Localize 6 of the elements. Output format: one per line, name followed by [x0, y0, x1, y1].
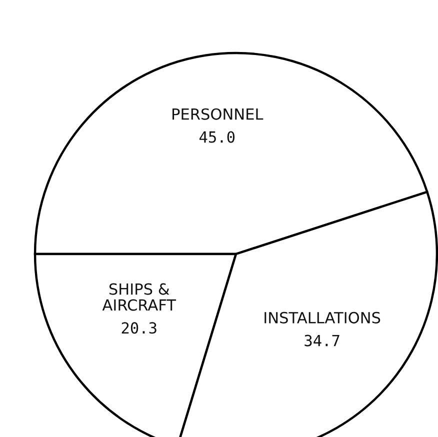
data-label: 34.7 [304, 334, 340, 346]
data-label: 20.3 [122, 322, 156, 334]
slice-label: SHIPS & AIRCRAFT [102, 283, 176, 311]
data-label: 45.0 [200, 131, 235, 143]
slice-label: INSTALLATIONS [264, 312, 380, 324]
slice-label: PERSONNEL [172, 108, 264, 120]
